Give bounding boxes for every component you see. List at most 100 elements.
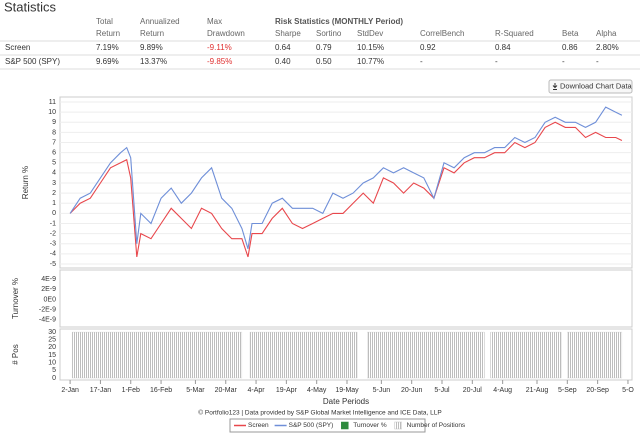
legend-label: Screen: [248, 422, 269, 429]
button-label[interactable]: Download Chart Data: [560, 81, 633, 90]
position-bar: [249, 331, 358, 379]
y-tick-label: 4E-9: [41, 276, 56, 283]
y-tick-label: 1: [52, 200, 56, 207]
x-tick-label: 4-May: [307, 387, 327, 394]
x-tick-label: 5-Jun: [373, 387, 391, 394]
footer: © Portfolio123 | Data provided by S&P Gl…: [198, 409, 441, 417]
position-bar: [567, 331, 623, 379]
table-cell: 0.50: [316, 57, 332, 66]
table-cell: -: [495, 57, 498, 66]
group-header: Risk Statistics (MONTHLY Period): [275, 17, 403, 26]
y-tick-label: -4: [50, 251, 56, 258]
y-tick-label: -3: [50, 241, 56, 248]
table-cell: 9.89%: [140, 43, 163, 52]
column-header: CorrelBench: [420, 29, 464, 38]
y-tick-label: 7: [52, 139, 56, 146]
column-header: Alpha: [596, 29, 617, 38]
y-axis-label: Return %: [21, 166, 30, 199]
line-series: [69, 121, 623, 258]
table-cell: 10.77%: [357, 57, 384, 66]
column-header: Annualized: [140, 17, 180, 26]
x-tick-label: 5-Jul: [434, 387, 450, 394]
legend-label: Turnover %: [353, 422, 387, 429]
table-cell: 0.86: [562, 43, 578, 52]
legend-frame: [229, 418, 426, 433]
column-header: R-Squared: [495, 29, 534, 38]
y-tick-label: 4: [52, 170, 56, 177]
y-tick-label: 2: [52, 190, 56, 197]
table-cell: -9.11%: [207, 43, 232, 52]
y-tick-label: 20: [48, 344, 56, 351]
y-tick-label: 3: [52, 180, 56, 187]
y-tick-label: 11: [49, 99, 56, 106]
table-cell: 0.64: [275, 43, 291, 52]
y-tick-label: 5: [52, 160, 56, 167]
y-tick-label: 25: [48, 337, 56, 344]
y-tick-label: 9: [52, 119, 56, 126]
y-axis-label: # Pos: [11, 344, 20, 364]
y-axis-label: Turnover %: [11, 278, 20, 319]
table-cell: S&P 500 (SPY): [5, 57, 60, 66]
x-tick-label: 1-Feb: [122, 387, 140, 394]
y-tick-label: -5: [50, 261, 56, 268]
column-header: Sortino: [316, 29, 342, 38]
table-cell: 0.79: [316, 43, 332, 52]
x-tick-label: 21-Aug: [526, 387, 549, 394]
panel-frame: [59, 96, 633, 269]
position-bar: [71, 331, 243, 379]
y-tick-label: 0: [52, 210, 56, 217]
table-cell: 9.69%: [96, 57, 119, 66]
x-tick-label: 5-Sep: [558, 387, 577, 394]
column-header: Return: [140, 29, 164, 38]
x-tick-label: 5-O: [622, 387, 634, 394]
panel-frame: [59, 269, 633, 328]
legend-swatch: [341, 421, 349, 430]
x-tick-label: 4-Apr: [247, 387, 265, 394]
x-tick-label: 19-Apr: [276, 387, 298, 394]
column-header: Total: [96, 17, 113, 26]
legend-label: Number of Positions: [407, 422, 466, 429]
table-cell: 0.92: [420, 43, 436, 52]
position-bar: [367, 331, 485, 379]
y-tick-label: -2E-9: [39, 307, 56, 314]
y-tick-label: -2: [50, 230, 56, 237]
x-tick-label: 19-May: [335, 387, 359, 394]
y-tick-label: -1: [50, 220, 56, 227]
x-tick-label: 2-Jan: [61, 387, 79, 394]
y-tick-label: 2E-9: [41, 286, 56, 293]
x-tick-label: 20-Sep: [586, 387, 609, 394]
table-cell: 0.84: [495, 43, 511, 52]
table-cell: -: [562, 57, 565, 66]
button-frame[interactable]: [548, 79, 633, 94]
legend-label: S&P 500 (SPY): [289, 422, 334, 429]
y-tick-label: 8: [52, 129, 56, 136]
column-header: Drawdown: [207, 29, 245, 38]
download-icon: [552, 83, 558, 90]
y-tick-label: 10: [48, 360, 56, 367]
table-cell: -: [596, 57, 599, 66]
y-tick-label: 0E0: [44, 296, 57, 303]
column-header: Return: [96, 29, 120, 38]
column-header: Max: [207, 17, 222, 26]
position-bar: [490, 331, 562, 379]
x-tick-label: 17-Jan: [90, 387, 112, 394]
download-button[interactable]: Download Chart Data: [548, 79, 633, 94]
x-tick-label: 20-Jun: [401, 387, 423, 394]
y-tick-label: 5: [52, 367, 56, 374]
x-tick-label: 4-Aug: [493, 387, 512, 394]
table-cell: 7.19%: [96, 43, 119, 52]
column-header: Beta: [562, 29, 579, 38]
table-cell: Screen: [5, 43, 30, 52]
y-tick-label: -4E-9: [39, 317, 56, 324]
panel-frame: [59, 328, 633, 381]
table-cell: -9.85%: [207, 57, 232, 66]
x-tick-label: 5-Mar: [186, 387, 205, 394]
x-tick-label: 16-Feb: [150, 387, 172, 394]
line-series: [69, 106, 623, 249]
y-tick-label: 0: [52, 375, 56, 382]
y-tick-label: 6: [52, 149, 56, 156]
table-cell: 0.40: [275, 57, 291, 66]
x-axis-label: Date Periods: [323, 397, 369, 406]
section-title: Statistics: [4, 0, 57, 14]
